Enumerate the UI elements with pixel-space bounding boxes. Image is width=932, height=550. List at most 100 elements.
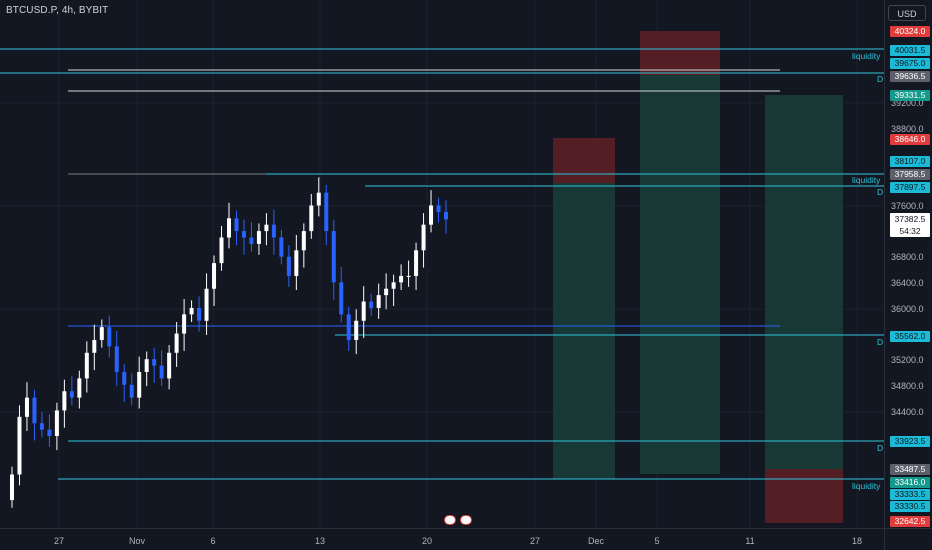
candle-body bbox=[241, 231, 246, 238]
candle-body bbox=[406, 275, 411, 277]
candle-body bbox=[152, 359, 157, 366]
candle-body bbox=[24, 397, 29, 417]
candle-body bbox=[122, 372, 127, 385]
candle-body bbox=[256, 231, 261, 244]
candle-body bbox=[32, 397, 37, 424]
candle-body bbox=[234, 218, 239, 232]
price-tag: 33330.5 bbox=[890, 501, 930, 512]
price-tag: 33923.5 bbox=[890, 436, 930, 447]
candle-body bbox=[294, 250, 299, 276]
candle-body bbox=[212, 263, 217, 289]
candle-body bbox=[286, 256, 291, 276]
countdown: 54:32 bbox=[899, 226, 921, 236]
candle-body bbox=[421, 224, 426, 251]
candle-body bbox=[174, 333, 179, 353]
candle-body bbox=[361, 301, 366, 321]
price-tick: 38800.0 bbox=[891, 124, 924, 134]
candle-body bbox=[354, 320, 359, 340]
axis-corner bbox=[884, 528, 932, 550]
price-tag: 39636.5 bbox=[890, 71, 930, 82]
candle-body bbox=[227, 218, 231, 238]
candles bbox=[10, 177, 448, 508]
candle-body bbox=[129, 384, 134, 398]
candle-body bbox=[309, 205, 314, 232]
price-tag: 38646.0 bbox=[890, 134, 930, 145]
price-tag: 32642.5 bbox=[890, 516, 930, 527]
candle-body bbox=[84, 352, 89, 379]
candle-body bbox=[204, 288, 209, 321]
candle-body bbox=[114, 346, 119, 373]
candle-body bbox=[54, 410, 59, 437]
symbol-title[interactable]: BTCUSD.P, 4h, BYBIT bbox=[6, 5, 109, 16]
d-label: D bbox=[877, 187, 884, 197]
candle-body bbox=[331, 231, 336, 283]
candle-body bbox=[391, 282, 396, 289]
price-tag: 40031.5 bbox=[890, 45, 930, 56]
d-label: D bbox=[877, 443, 884, 453]
time-tick: 11 bbox=[745, 536, 755, 546]
candle-body bbox=[182, 314, 187, 334]
candle-body bbox=[17, 416, 22, 475]
candle-body bbox=[436, 205, 441, 212]
time-tick: 6 bbox=[210, 536, 216, 546]
candle-body bbox=[339, 282, 344, 315]
level-lines bbox=[0, 48, 884, 480]
candle-body bbox=[301, 231, 306, 251]
time-tick: 5 bbox=[654, 536, 660, 546]
candle-body bbox=[369, 301, 374, 308]
candle-body bbox=[414, 250, 419, 276]
candle-body bbox=[271, 224, 276, 238]
candle-body bbox=[197, 307, 202, 321]
candle-body bbox=[10, 474, 14, 501]
time-tick: 27 bbox=[53, 536, 65, 546]
candle-body bbox=[47, 429, 52, 437]
flag-icon[interactable] bbox=[460, 515, 472, 525]
short-position-loss bbox=[765, 469, 843, 523]
long-position-2-profit bbox=[640, 75, 720, 474]
time-tick: 20 bbox=[421, 536, 433, 546]
long-position-1-profit bbox=[553, 183, 615, 479]
price-tick: 39200.0 bbox=[891, 98, 924, 108]
candle-body bbox=[69, 391, 74, 398]
long-position-1-loss bbox=[553, 138, 615, 183]
candle-body bbox=[264, 224, 269, 232]
d-label: D bbox=[877, 74, 884, 84]
d-label: D bbox=[877, 337, 884, 347]
candle-body bbox=[279, 237, 284, 257]
price-tick: 34800.0 bbox=[891, 381, 924, 391]
currency-button[interactable]: USD bbox=[888, 5, 926, 21]
time-tick: 18 bbox=[851, 536, 863, 546]
candle-body bbox=[107, 327, 112, 347]
candle-body bbox=[167, 352, 172, 379]
price-tick: 36000.0 bbox=[891, 304, 924, 314]
short-position-profit bbox=[765, 95, 843, 469]
time-tick: 13 bbox=[314, 536, 326, 546]
current-price-tag: 37382.5 54:32 bbox=[890, 213, 930, 237]
candle-body bbox=[144, 359, 149, 373]
chart-canvas[interactable] bbox=[0, 0, 884, 528]
candle-body bbox=[444, 211, 448, 220]
candle-body bbox=[399, 275, 404, 283]
liquidity-label: liquidity bbox=[852, 175, 881, 185]
price-tag: 40324.0 bbox=[890, 26, 930, 37]
time-tick: Dec bbox=[587, 536, 605, 546]
candle-body bbox=[429, 205, 434, 225]
price-tag: 35562.0 bbox=[890, 331, 930, 342]
candle-body bbox=[324, 192, 329, 232]
time-tick: Nov bbox=[128, 536, 146, 546]
price-tag: 37897.5 bbox=[890, 182, 930, 193]
candle-body bbox=[77, 378, 82, 398]
candle-body bbox=[189, 307, 194, 315]
price-tag: 33333.5 bbox=[890, 489, 930, 500]
time-axis[interactable]: 27 Nov 6 13 20 27 Dec 5 11 18 bbox=[0, 528, 884, 550]
liquidity-label: liquidity bbox=[852, 481, 881, 491]
flag-icon[interactable] bbox=[444, 515, 456, 525]
candle-body bbox=[376, 295, 381, 308]
long-position-2-loss bbox=[640, 31, 720, 75]
price-tick: 36800.0 bbox=[891, 252, 924, 262]
candle-body bbox=[346, 314, 351, 340]
candle-body bbox=[137, 372, 142, 398]
candle-body bbox=[62, 391, 67, 411]
time-tick: 27 bbox=[529, 536, 541, 546]
candle-body bbox=[316, 192, 321, 206]
